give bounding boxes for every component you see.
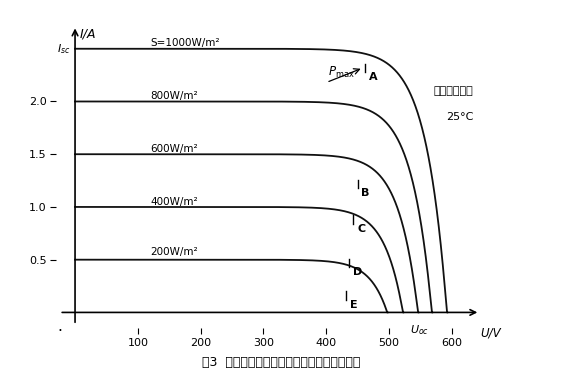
Text: U/V: U/V — [481, 326, 501, 339]
Text: S=1000W/m²: S=1000W/m² — [151, 38, 220, 48]
Text: I/A: I/A — [80, 28, 97, 41]
Text: 太阳电池温度: 太阳电池温度 — [433, 86, 473, 96]
Text: .: . — [57, 319, 62, 333]
Text: 800W/m²: 800W/m² — [151, 91, 198, 101]
Text: B: B — [361, 188, 370, 198]
Text: D: D — [353, 267, 362, 277]
Text: 400W/m²: 400W/m² — [151, 197, 198, 207]
Text: E: E — [350, 300, 358, 310]
Text: $U_{oc}$: $U_{oc}$ — [410, 323, 429, 337]
Text: 200W/m²: 200W/m² — [151, 247, 198, 257]
Text: 25°C: 25°C — [446, 112, 473, 122]
Text: $I_{sc}$: $I_{sc}$ — [57, 42, 70, 56]
Text: 600W/m²: 600W/m² — [151, 144, 198, 154]
Text: $P_{\mathrm{max}}$: $P_{\mathrm{max}}$ — [328, 65, 354, 81]
Text: A: A — [369, 72, 378, 82]
Text: 图3  太阳电池工作电压、电流与日照强度曲线: 图3 太阳电池工作电压、电流与日照强度曲线 — [202, 356, 360, 369]
Text: C: C — [357, 224, 365, 234]
